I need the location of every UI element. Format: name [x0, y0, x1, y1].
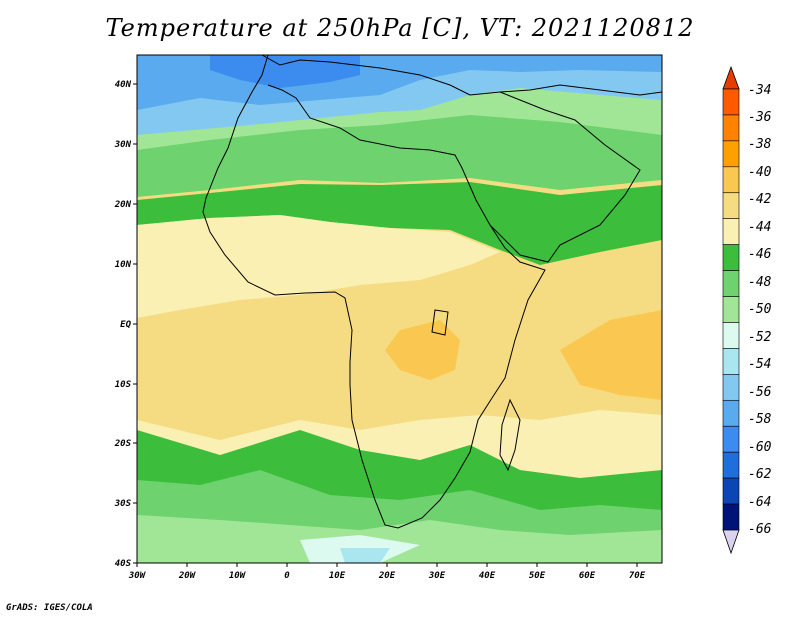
band-58-60-north — [210, 55, 360, 88]
cb-label-52: -52 — [748, 330, 772, 345]
colorbar-swatch — [722, 296, 740, 323]
lat-label-10n: 10N — [115, 260, 132, 270]
cb-label-62: -62 — [748, 467, 772, 482]
lat-label-20s: 20S — [114, 439, 132, 449]
cb-label-60: -60 — [748, 440, 772, 455]
lat-label-30n: 30N — [114, 140, 132, 150]
cb-label-66: -66 — [748, 522, 772, 537]
lat-label-40n: 40N — [115, 80, 132, 90]
axis-ticks — [133, 83, 638, 567]
cb-label-46: -46 — [748, 247, 772, 262]
lon-label-50e: 50E — [529, 571, 546, 581]
colorbar-swatch — [722, 218, 740, 245]
colorbar-swatch — [722, 425, 740, 453]
map-frame — [136, 54, 663, 564]
colorbar-bottom-arrow — [722, 529, 740, 555]
cb-label-36: -36 — [748, 110, 772, 125]
lon-label-30e: 30E — [428, 571, 446, 581]
lat-label-40s: 40S — [115, 559, 132, 569]
lat-labels: 40N 30N 20N 10N EQ 10S 20S 30S 40S — [114, 80, 132, 569]
cb-label-38: -38 — [748, 137, 772, 152]
band-44-46-sahara — [137, 182, 662, 265]
cb-label-50: -50 — [748, 302, 772, 317]
temperature-field — [137, 55, 662, 563]
lat-label-10s: 10S — [115, 380, 132, 390]
lon-label-10e: 10E — [329, 571, 346, 581]
band-38-40-indian-ocean — [560, 310, 662, 400]
lon-labels: 30W 20W 10W 0 10E 20E 30E 40E 50E 60E 70… — [128, 571, 646, 581]
colorbar-labels: -34 -36 -38 -40 -42 -44 -46 -48 -50 -52 … — [748, 83, 772, 537]
colorbar-swatch — [722, 451, 740, 479]
colorbar-swatch — [722, 399, 740, 427]
colorbar-swatch — [722, 477, 740, 505]
lon-label-60e: 60E — [579, 571, 596, 581]
colorbar-swatch — [722, 503, 740, 531]
cb-label-64: -64 — [748, 495, 771, 510]
madagascar-coastline — [499, 398, 521, 472]
coastlines — [202, 55, 662, 529]
lon-label-30w: 30W — [128, 571, 147, 581]
arabia-coastline — [489, 91, 641, 263]
colorbar-swatch — [722, 322, 740, 349]
lake-victoria — [431, 309, 449, 336]
colorbar: -34 -36 -38 -40 -42 -44 -46 -48 -50 -52 … — [722, 65, 772, 555]
colorbar-swatch — [722, 192, 740, 219]
cb-label-44: -44 — [748, 220, 771, 235]
lon-label-40e: 40E — [479, 571, 496, 581]
colorbar-swatch — [722, 270, 740, 297]
grads-credit: GrADS: IGES/COLA — [6, 603, 93, 613]
lat-label-eq: EQ — [120, 320, 131, 330]
cb-label-34: -34 — [748, 83, 771, 98]
cb-label-58: -58 — [748, 412, 772, 427]
band-52-54-south — [340, 548, 390, 563]
cb-label-40: -40 — [748, 165, 772, 180]
colorbar-swatch — [722, 140, 740, 168]
lon-label-0: 0 — [284, 571, 290, 581]
band-48-50-south — [137, 515, 662, 563]
lon-label-10w: 10W — [229, 571, 247, 581]
lat-label-20n: 20N — [114, 200, 132, 210]
map-title: Temperature at 250hPa [C], VT: 202112081… — [105, 14, 695, 42]
cb-label-56: -56 — [748, 385, 772, 400]
lon-label-20w: 20W — [178, 571, 197, 581]
colorbar-swatch — [722, 88, 740, 116]
cb-label-48: -48 — [748, 275, 772, 290]
colorbar-swatch — [722, 166, 740, 194]
colorbar-swatch — [722, 348, 740, 375]
colorbar-swatch — [722, 374, 740, 401]
band-42-44-sahel — [137, 215, 500, 318]
mediterranean-coastline — [261, 55, 662, 96]
colorbar-swatch — [722, 244, 740, 271]
lon-label-70e: 70E — [629, 571, 646, 581]
africa-coastline — [202, 55, 546, 529]
lon-label-20e: 20E — [378, 571, 396, 581]
band-38-40-central-africa — [385, 320, 460, 380]
lat-label-30s: 30S — [114, 499, 132, 509]
cb-label-54: -54 — [748, 357, 771, 372]
colorbar-swatch — [722, 114, 740, 142]
cb-label-42: -42 — [748, 192, 772, 207]
colorbar-top-arrow — [722, 65, 740, 90]
